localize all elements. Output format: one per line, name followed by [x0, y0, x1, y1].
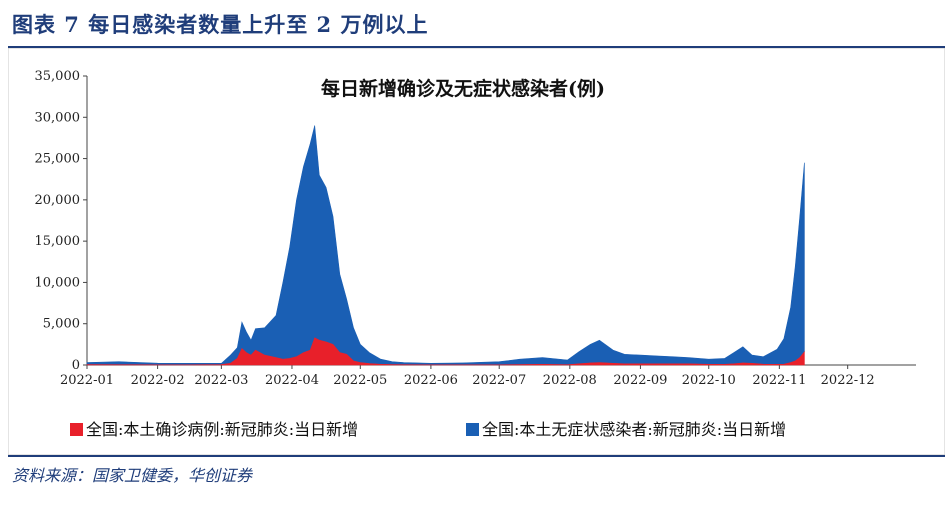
x-tick-label: 2022-08 [543, 373, 597, 388]
x-tick-label: 2022-03 [194, 373, 248, 388]
plot-area [86, 125, 805, 366]
figure-title: 图表 7 每日感染者数量上升至 2 万例以上 [12, 12, 429, 37]
chart-border [8, 48, 945, 455]
legend-swatch-confirmed [70, 423, 83, 436]
chart-frame: 每日新增确诊及无症状感染者(例) 0 5,000 10,000 15,000 20,00… [8, 48, 945, 455]
y-tick-label: 20,000 [35, 193, 81, 208]
top-rule [8, 46, 945, 48]
x-tick-label: 2022-12 [821, 373, 875, 388]
chart-title: 每日新增确诊及无症状感染者(例) [321, 77, 605, 100]
legend-label-confirmed: 全国:本土确诊病例:新冠肺炎:当日新增 [86, 420, 358, 439]
bottom-rule [8, 455, 945, 457]
y-axis: 0 5,000 10,000 15,000 20,000 25,000 30,000 35,0… [35, 69, 88, 373]
legend-label-asymptomatic: 全国:本土无症状感染者:新冠肺炎:当日新增 [482, 420, 786, 439]
x-tick-label: 2022-01 [60, 373, 114, 388]
x-tick-label: 2022-04 [265, 373, 319, 388]
chart-svg: 每日新增确诊及无症状感染者(例) 0 5,000 10,000 15,000 20,00… [8, 48, 945, 455]
x-tick-label: 2022-09 [613, 373, 667, 388]
x-tick-label: 2022-11 [752, 373, 806, 388]
y-tick-label: 15,000 [35, 234, 81, 249]
source-note: 资料来源：国家卫健委，华创证券 [12, 466, 253, 485]
x-tick-label: 2022-02 [131, 373, 185, 388]
y-tick-label: 25,000 [35, 152, 81, 167]
x-tick-label: 2022-06 [404, 373, 458, 388]
x-tick-label: 2022-05 [333, 373, 387, 388]
x-tick-label: 2022-10 [682, 373, 736, 388]
y-tick-label: 10,000 [35, 275, 81, 290]
legend-swatch-asymptomatic [466, 423, 479, 436]
y-tick-label: 5,000 [43, 317, 80, 332]
y-tick-label: 35,000 [35, 69, 81, 84]
legend: 全国:本土确诊病例:新冠肺炎:当日新增 全国:本土无症状感染者:新冠肺炎:当日新… [70, 420, 786, 439]
series-area-confirmed [86, 337, 805, 366]
y-tick-label: 30,000 [35, 110, 81, 125]
y-tick-label: 0 [72, 358, 80, 373]
x-tick-label: 2022-07 [472, 373, 526, 388]
